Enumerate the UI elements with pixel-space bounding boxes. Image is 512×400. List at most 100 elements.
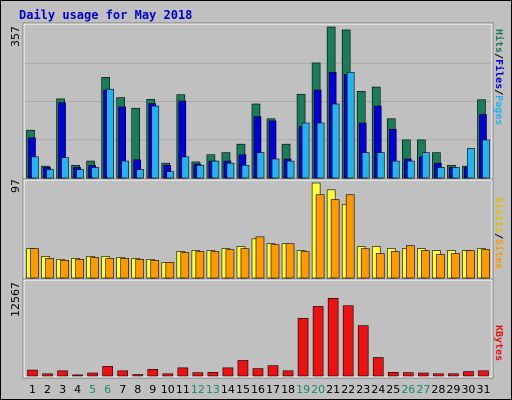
sites-bar [390,251,400,279]
legend-sep: / [493,233,504,239]
y-max-label-kbytes: 12567 [9,282,22,317]
chart-title: Daily usage for May 2018 [19,8,193,22]
sites-bar [345,194,355,279]
kbytes-bar [42,373,53,377]
sites-bar [150,260,160,279]
legend-kbytes: KBytes [493,325,504,361]
sites-bar [406,245,415,279]
kbytes-bar [478,370,489,377]
pages-bar [136,169,145,179]
day-label: 18 [281,383,295,396]
legend-pages: Pages [493,95,504,125]
kbytes-bar [237,360,249,377]
kbytes-bar [132,374,144,377]
pages-bar [422,152,430,179]
pages-bar [241,165,250,179]
day-label: 14 [221,383,235,396]
kbytes-bar [282,370,294,377]
pages-bar [106,88,114,179]
sites-bar [195,251,205,279]
pages-bar [91,167,99,179]
sites-bar [466,250,475,279]
day-label: 15 [236,383,250,396]
pages-bar [301,122,310,179]
kbytes-bar [72,374,83,377]
day-label: 23 [356,383,370,396]
kbytes-bar [342,305,354,377]
panel-frame-3 [22,278,494,379]
pages-bar [316,122,325,179]
kbytes-bar [372,357,384,377]
kbytes-bar [252,368,264,377]
sites-bar [75,259,84,279]
kbytes-bar [433,373,444,377]
sites-bar [421,250,430,279]
y-max-label-hits: 357 [9,26,22,47]
day-label: 21 [326,383,340,396]
day-label: 6 [104,383,111,396]
kbytes-bar [117,370,128,377]
sites-bar [360,248,370,279]
pages-bar [407,160,415,179]
pages-bar [121,160,129,179]
kbytes-bar [267,365,279,377]
day-label: 11 [176,383,190,396]
legend-sep: / [493,53,504,59]
pages-bar [467,148,475,179]
kbytes-bar [463,371,474,377]
pages-bar [151,105,160,179]
kbytes-bar [57,370,68,377]
day-label: 24 [371,383,385,396]
day-label: 13 [206,383,220,396]
sites-bar [330,199,340,279]
kbytes-bar [297,317,309,377]
kbytes-bar [312,306,324,377]
day-label: 31 [476,383,490,396]
sites-bar [135,259,145,279]
sites-bar [180,252,190,279]
kbytes-bar [222,367,234,377]
kbytes-bar [448,373,459,377]
legend-sites: Sites [493,239,505,269]
sites-bar [225,249,235,279]
pages-bar [226,162,235,179]
day-label: 29 [446,383,460,396]
day-label: 9 [149,383,156,396]
pages-bar [271,158,280,179]
sites-bar [240,248,250,279]
pages-bar [346,71,355,179]
sites-bar [255,236,265,279]
day-label: 20 [311,383,325,396]
pages-bar [211,160,220,179]
pages-bar [76,169,84,179]
day-label: 30 [461,383,475,396]
day-label: 5 [89,383,96,396]
legend-files: Files [493,59,505,89]
day-label: 1 [29,383,36,396]
day-label: 10 [161,383,175,396]
kbytes-bar [177,367,189,377]
pages-bar [181,156,190,179]
pages-bar [391,160,400,179]
kbytes-bar [418,372,429,377]
sites-bar [60,260,69,279]
legend-visits-sites: Visits/Sites [493,197,505,269]
sites-bar [90,257,99,279]
kbytes-bar [387,371,399,377]
kbytes-bar [102,366,113,377]
pages-bar [46,169,54,179]
kbytes-bar [87,372,98,377]
sites-bar [375,253,385,279]
panel-highlight-3 [23,279,493,378]
pages-bar [286,160,295,179]
kbytes-bar [403,372,414,377]
day-label: 25 [386,383,400,396]
kbytes-bar [357,325,369,377]
legend-visits: Visits [493,197,505,233]
y-max-label-visits: 97 [9,179,22,193]
kbytes-bar [147,369,159,377]
legend-hits: Hits [493,29,505,53]
day-label: 17 [266,383,280,396]
legend-hits-files-pages: Hits/Files/Pages [493,29,505,125]
legend-kbytes: KBytes [493,325,504,361]
